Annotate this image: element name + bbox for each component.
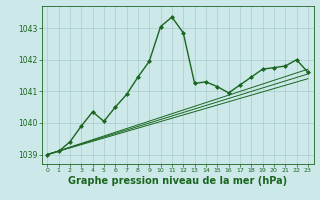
X-axis label: Graphe pression niveau de la mer (hPa): Graphe pression niveau de la mer (hPa) — [68, 176, 287, 186]
